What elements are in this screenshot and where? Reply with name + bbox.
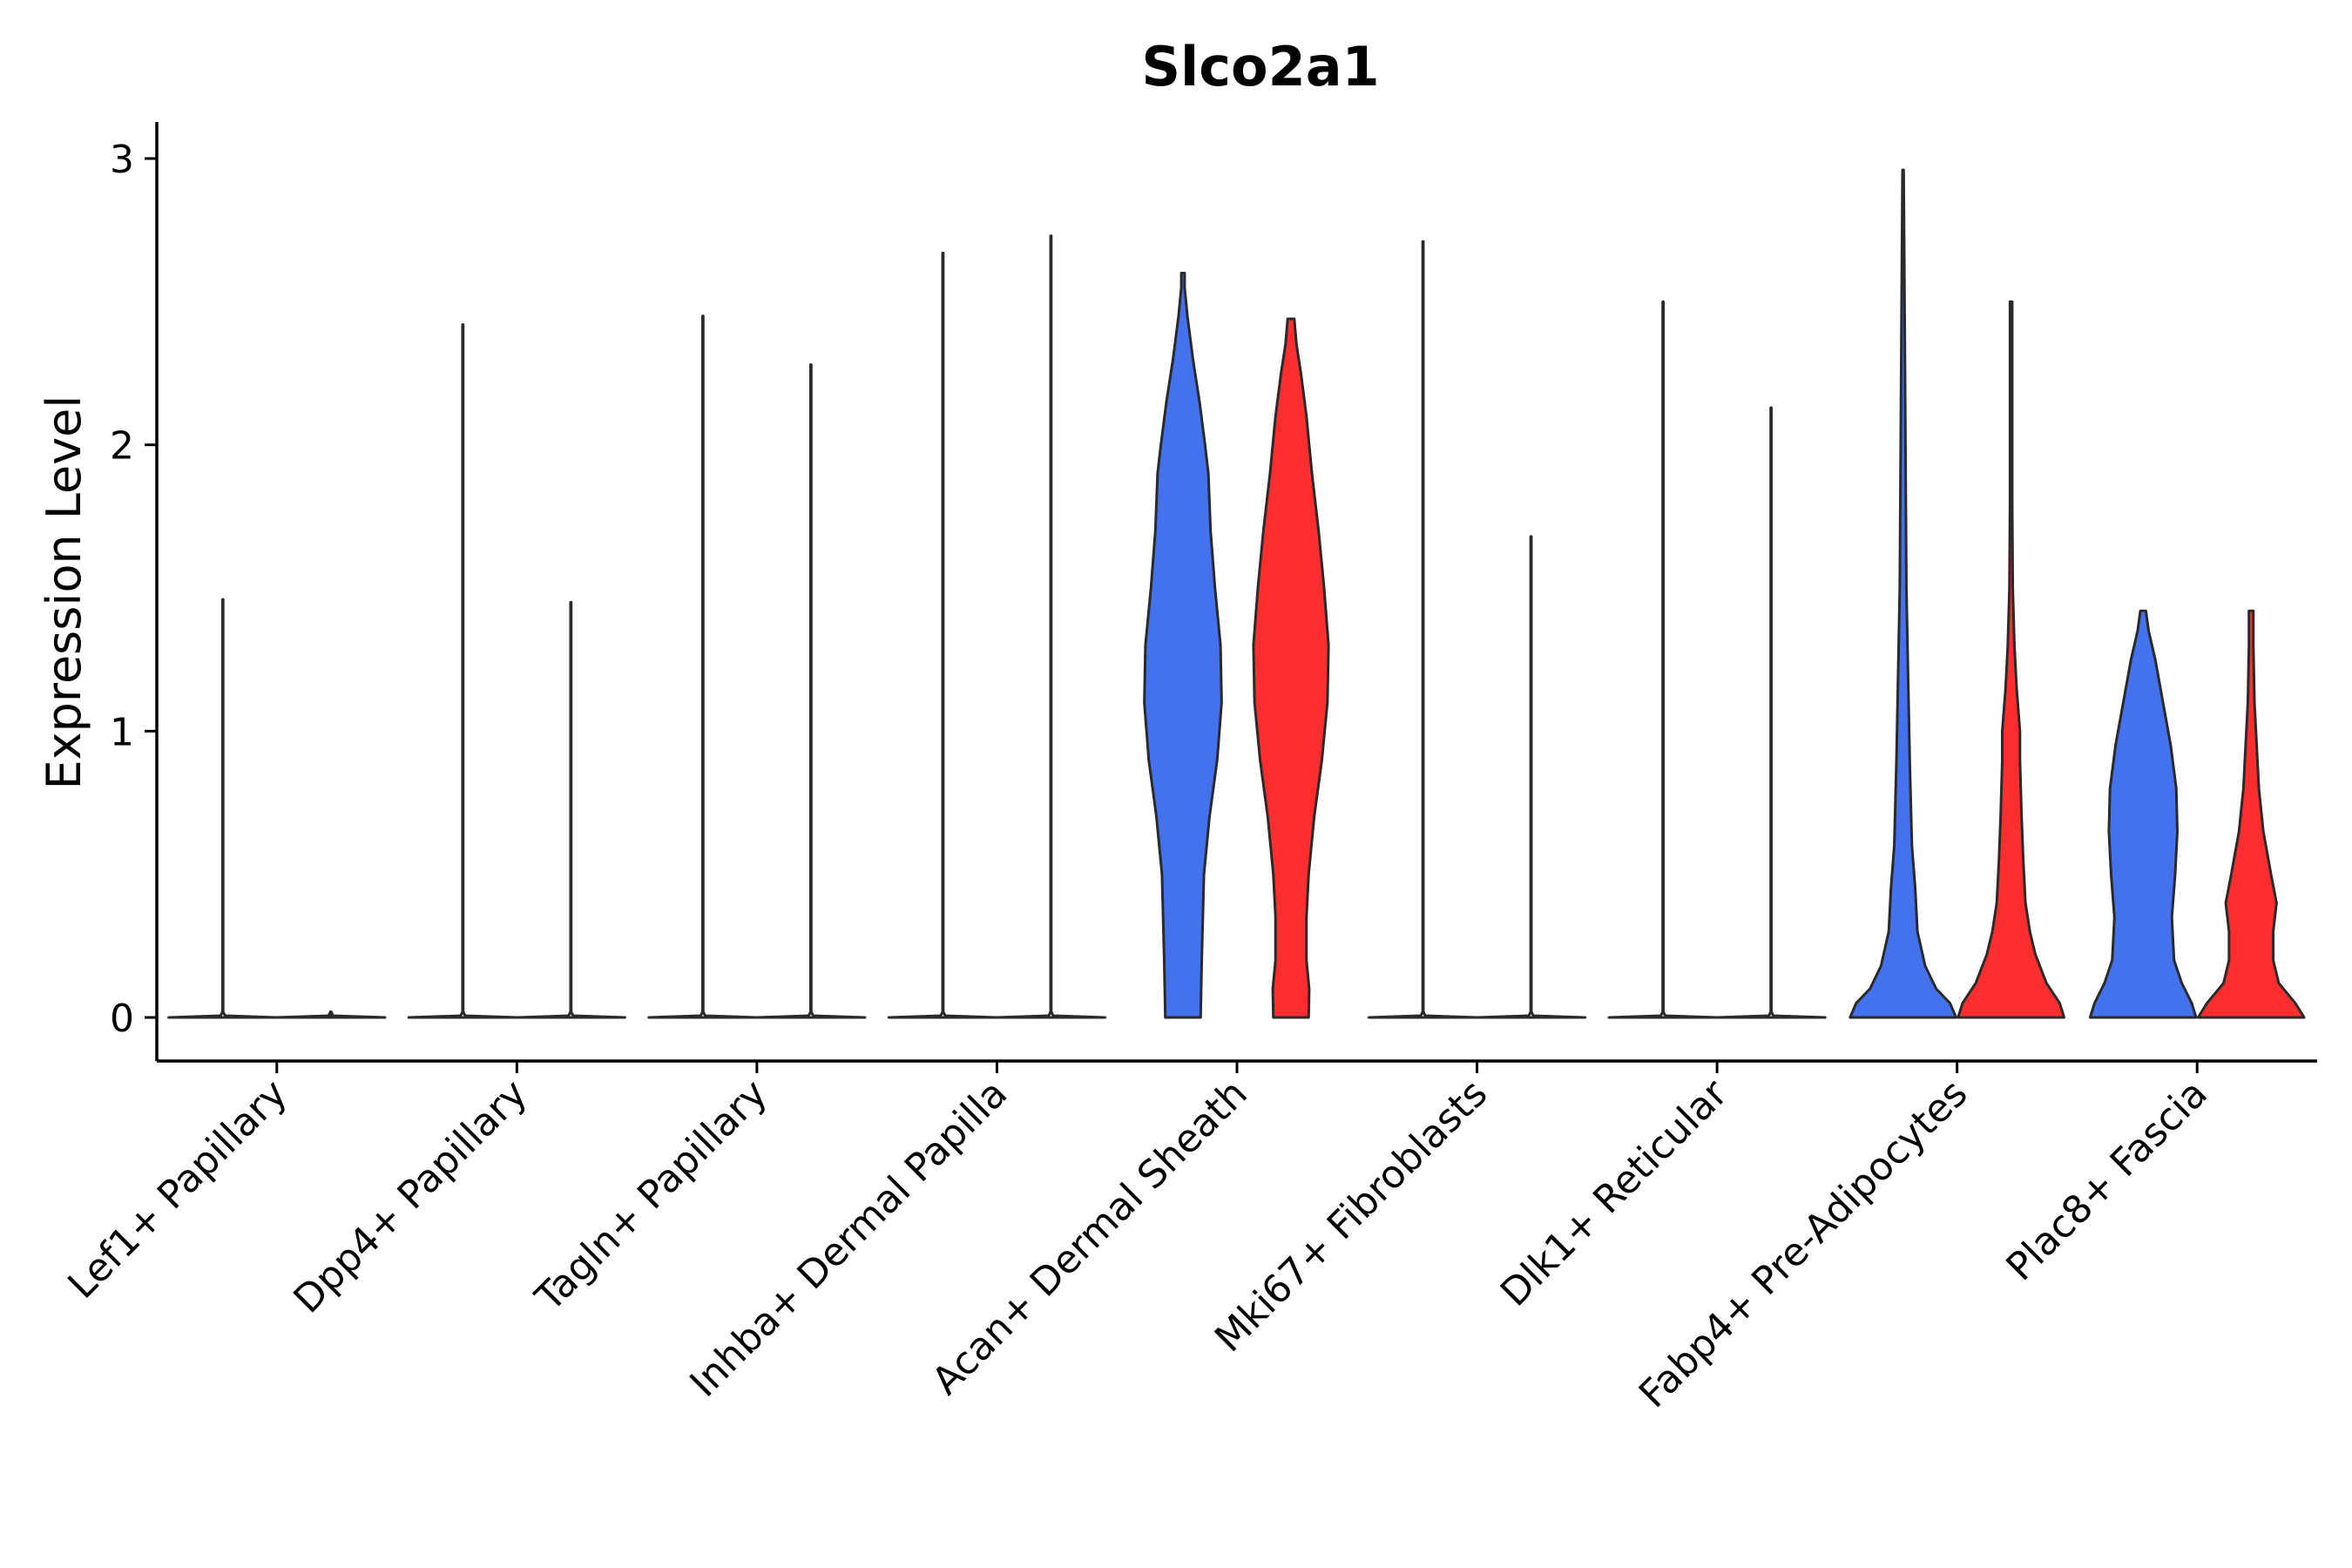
- violin-acan-dermal-sheath-group1: [1143, 271, 1223, 1019]
- y-axis-label: Expression Level: [37, 395, 91, 790]
- violin-layer: [167, 168, 2306, 1019]
- violin-mki67-fibroblasts-group1: [1367, 240, 1479, 1019]
- x-tick-label: Tagln+ Papillary: [527, 1071, 776, 1321]
- violin-plac8-fascia-group1: [2088, 609, 2198, 1019]
- x-tick-label: Dpp4+ Papillary: [285, 1071, 536, 1322]
- violin-plac8-fascia-group2: [2196, 609, 2306, 1019]
- x-tick-label: Dlk1+ Reticular: [1492, 1071, 1737, 1315]
- y-tick-label: 3: [110, 138, 134, 182]
- x-tick-label: Lef1+ Papillary: [59, 1071, 295, 1308]
- y-tick-label: 0: [110, 997, 134, 1041]
- y-tick-label: 2: [110, 424, 134, 469]
- violin-mki67-fibroblasts-group2: [1475, 535, 1587, 1019]
- chart-title: Slco2a1: [1141, 35, 1379, 98]
- violin-dpp4-papillary-group1: [407, 323, 518, 1019]
- violin-acan-dermal-sheath-group2: [1252, 317, 1330, 1019]
- x-tick-label: Mki67+ Fibroblasts: [1206, 1071, 1496, 1361]
- violin-inhba-dermal-papilla-group1: [887, 251, 999, 1019]
- violin-tagln-papillary-group1: [647, 314, 759, 1019]
- violin-dlk1-reticular-group2: [1715, 406, 1827, 1019]
- violin-lef1-papillary-group2: [275, 1010, 387, 1019]
- violin-inhba-dermal-papilla-group2: [995, 234, 1107, 1019]
- violin-dlk1-reticular-group1: [1607, 300, 1719, 1019]
- violin-fabp4-pre-adipocytes-group2: [1957, 300, 2066, 1019]
- y-tick-label: 1: [110, 710, 134, 754]
- violin-tagln-papillary-group2: [755, 363, 867, 1019]
- violin-dpp4-papillary-group2: [515, 600, 626, 1019]
- x-tick-label: Plac8+ Fascia: [1997, 1071, 2216, 1290]
- violin-fabp4-pre-adipocytes-group1: [1848, 168, 1958, 1019]
- violin-lef1-papillary-group1: [167, 598, 279, 1019]
